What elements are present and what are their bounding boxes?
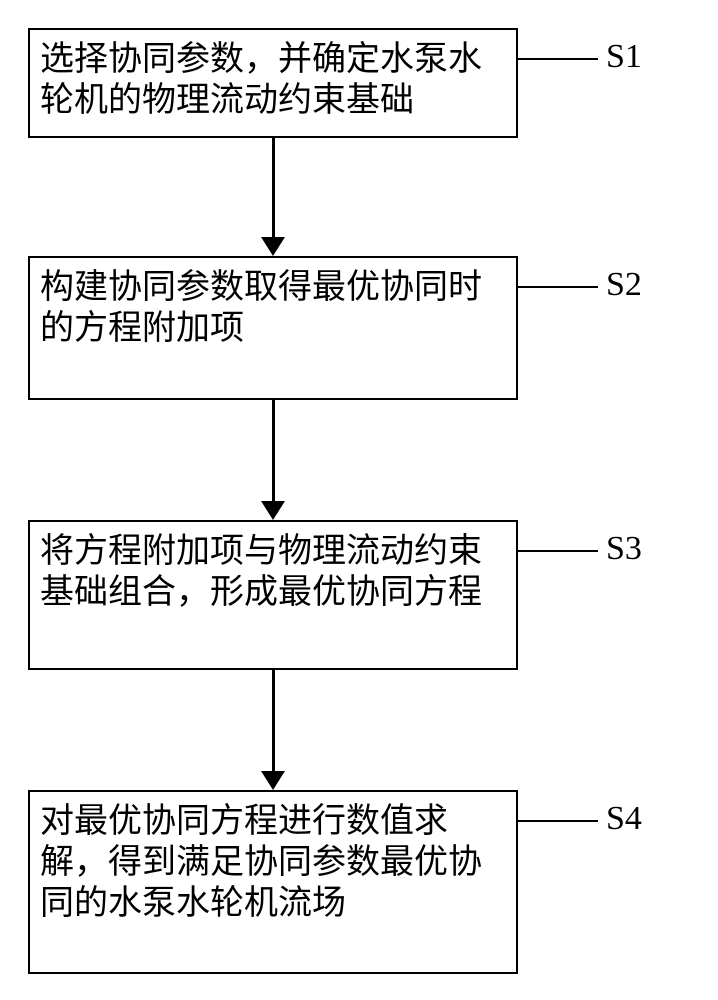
step-label-s1: S1 (606, 38, 642, 76)
leader-line (518, 286, 598, 288)
flowchart-node-s1: 选择协同参数，并确定水泵水轮机的物理流动约束基础 (28, 28, 518, 138)
step-label-s4: S4 (606, 800, 642, 838)
arrow-line (272, 400, 275, 501)
arrow-head-icon (261, 501, 285, 520)
leader-line (518, 58, 598, 60)
step-label-s3: S3 (606, 530, 642, 568)
arrow-line (272, 138, 275, 237)
node-text: 构建协同参数取得最优协同时的方程附加项 (40, 268, 506, 350)
node-text: 选择协同参数，并确定水泵水轮机的物理流动约束基础 (40, 40, 506, 122)
arrow-head-icon (261, 771, 285, 790)
flowchart-node-s3: 将方程附加项与物理流动约束基础组合，形成最优协同方程 (28, 520, 518, 670)
flowchart-node-s4: 对最优协同方程进行数值求解，得到满足协同参数最优协同的水泵水轮机流场 (28, 790, 518, 974)
node-text: 对最优协同方程进行数值求解，得到满足协同参数最优协同的水泵水轮机流场 (40, 802, 506, 924)
leader-line (518, 820, 598, 822)
step-label-s2: S2 (606, 266, 642, 304)
leader-line (518, 550, 598, 552)
node-text: 将方程附加项与物理流动约束基础组合，形成最优协同方程 (40, 532, 506, 614)
arrow-line (272, 670, 275, 771)
flowchart-canvas: 选择协同参数，并确定水泵水轮机的物理流动约束基础 S1 构建协同参数取得最优协同时的… (0, 0, 718, 1000)
arrow-head-icon (261, 237, 285, 256)
flowchart-node-s2: 构建协同参数取得最优协同时的方程附加项 (28, 256, 518, 400)
